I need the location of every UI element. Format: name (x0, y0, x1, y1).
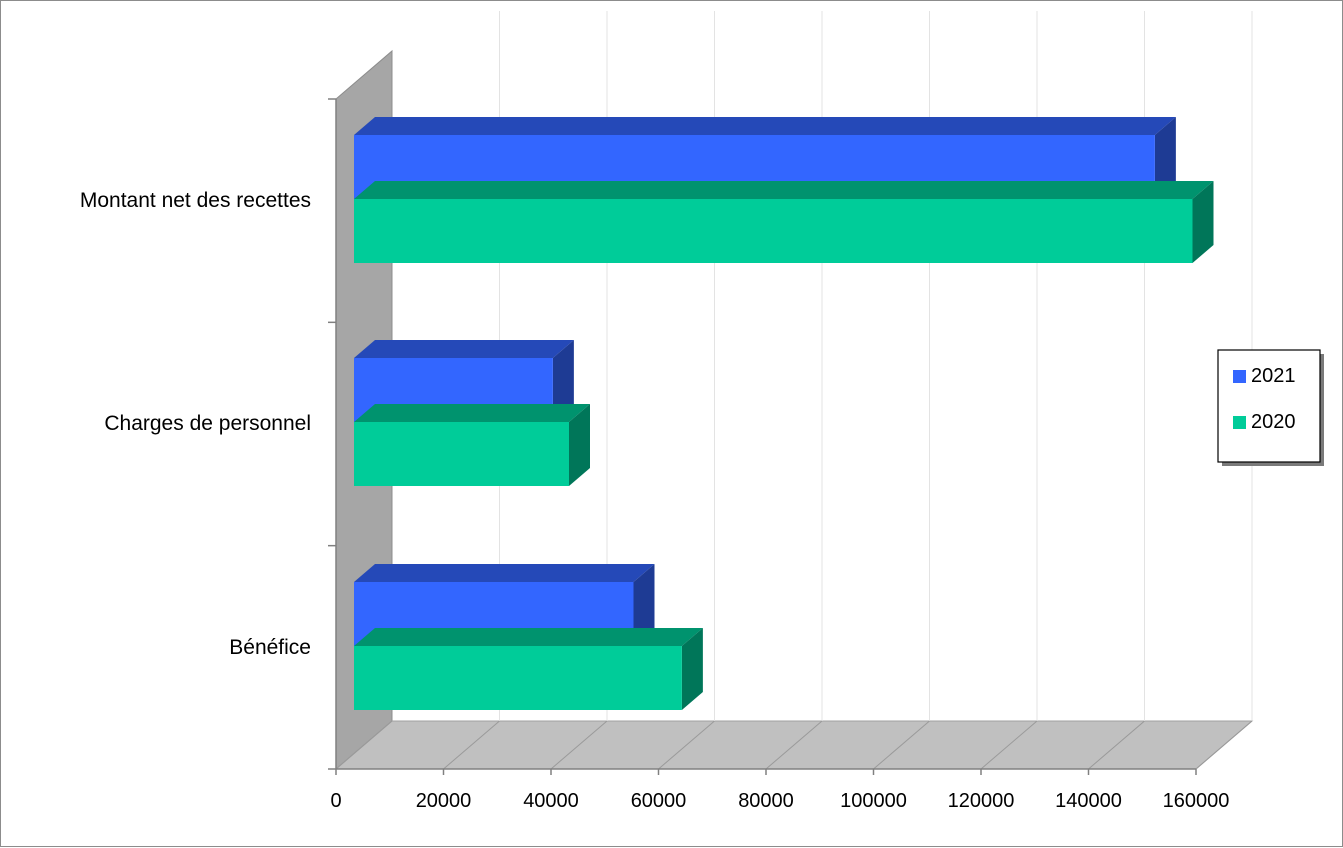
axes (328, 98, 1197, 775)
bar-side-face (1154, 117, 1176, 199)
floor-gridline (765, 720, 823, 770)
x-tick-label: 20000 (416, 790, 472, 812)
x-tick-label: 160000 (1163, 790, 1230, 812)
legend-box (1217, 349, 1321, 463)
category-label-charges-de-personnel: Charges de personnel (104, 412, 311, 435)
legend-label-2021: 2021 (1251, 365, 1296, 387)
bar-side-face (633, 564, 655, 646)
bar-top-face (354, 628, 703, 646)
floor-gridline (550, 720, 608, 770)
x-tick-label: 80000 (738, 790, 794, 812)
floor-gridline (443, 720, 500, 770)
bar-front-face (354, 199, 1193, 263)
category-label-benefice: Bénéfice (229, 636, 311, 659)
bar-top-face (354, 564, 655, 582)
bar-side-face (569, 404, 590, 486)
bar-side-face (1192, 181, 1214, 263)
legend: 2021 2020 (1217, 349, 1324, 466)
floor-gridline (980, 720, 1038, 770)
floor-gridline (658, 720, 715, 770)
floor-gridline (1195, 720, 1253, 770)
category-label-montant-net-des-recettes: Montant net des recettes (80, 189, 311, 212)
bar-front-face (354, 646, 682, 710)
x-tick-labels: 0 20000 40000 60000 80000 100000 120000 140000 1… (330, 790, 1229, 812)
bar-montant-net-des-recettes-2020 (354, 181, 1214, 263)
bar-benefice-2020 (354, 628, 703, 710)
category-labels: Montant net des recettes Charges de perso… (80, 189, 311, 659)
x-tick-label: 0 (330, 790, 341, 812)
floor-gridline (335, 720, 393, 770)
bars (354, 117, 1214, 710)
x-tick-label: 120000 (948, 790, 1015, 812)
legend-label-2020: 2020 (1251, 411, 1296, 433)
bar-front-face (354, 422, 569, 486)
x-tick-label: 60000 (631, 790, 687, 812)
bar-side-face (552, 340, 574, 422)
x-tick-label: 140000 (1055, 790, 1122, 812)
floor-gridline (1088, 720, 1145, 770)
bar-top-face (354, 404, 590, 422)
bar-top-face (354, 117, 1176, 135)
floor-gridline (873, 720, 930, 770)
legend-swatch-2021 (1233, 370, 1246, 383)
bar-top-face (354, 340, 574, 358)
legend-swatch-2020 (1233, 416, 1246, 429)
bar-side-face (681, 628, 703, 710)
x-tick-label: 100000 (840, 790, 907, 812)
x-tick-label: 40000 (523, 790, 579, 812)
bar-top-face (354, 181, 1214, 199)
bar-charges-de-personnel-2020 (354, 404, 590, 486)
